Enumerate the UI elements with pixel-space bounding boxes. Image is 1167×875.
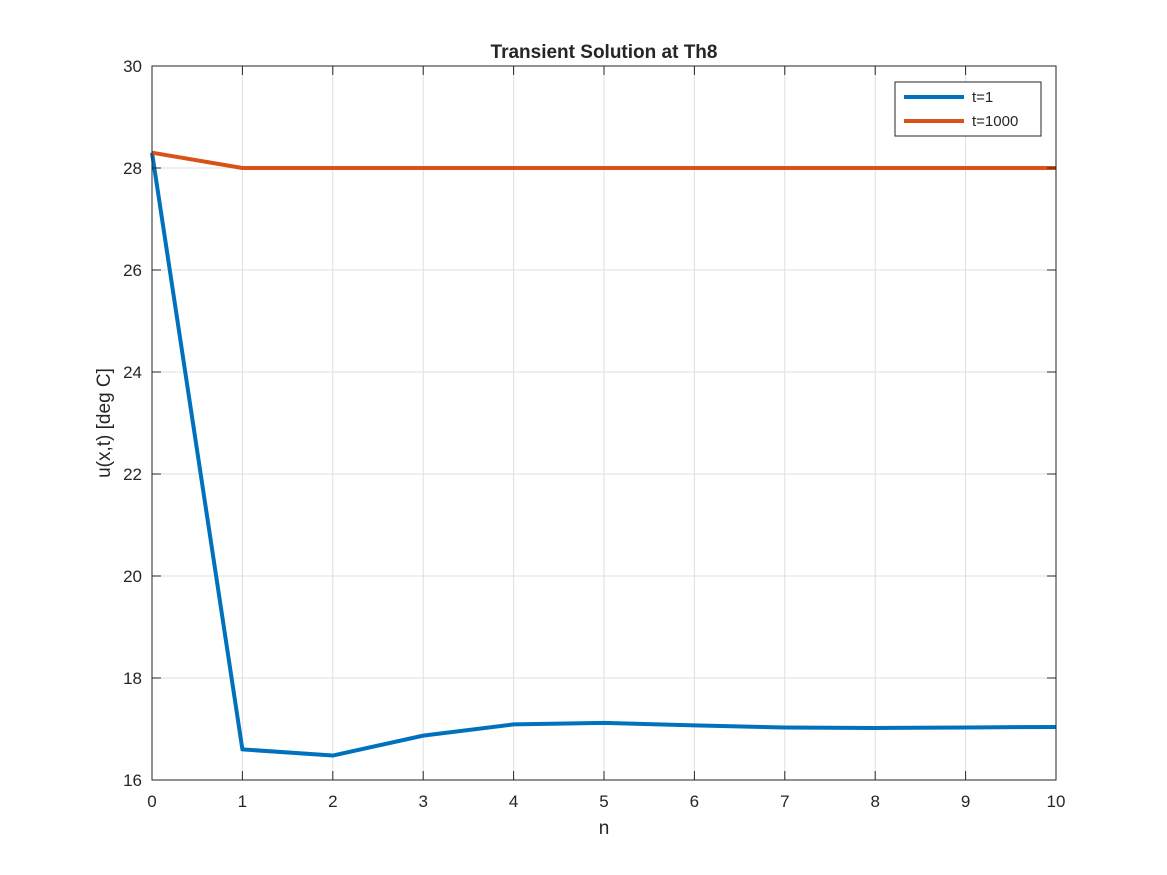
legend-label-t1000: t=1000 bbox=[972, 113, 1018, 130]
legend: t=1 t=1000 bbox=[894, 81, 1042, 137]
x-tick-label: 10 bbox=[1047, 792, 1066, 811]
y-tick-label: 18 bbox=[123, 669, 142, 688]
x-tick-label: 4 bbox=[509, 792, 518, 811]
series-lines bbox=[150, 150, 1057, 758]
series-line-t-1 bbox=[150, 152, 1057, 758]
chart-title: Transient Solution at Th8 bbox=[491, 42, 718, 63]
x-axis-label: n bbox=[599, 818, 610, 839]
y-tick-label: 26 bbox=[123, 261, 142, 280]
y-tick-label: 28 bbox=[123, 159, 142, 178]
series-line-t-1000 bbox=[151, 150, 1056, 170]
x-tick-label: 1 bbox=[238, 792, 247, 811]
legend-box bbox=[894, 81, 1042, 137]
x-tick-label: 5 bbox=[599, 792, 608, 811]
x-tick-label: 3 bbox=[418, 792, 427, 811]
y-tick-label: 24 bbox=[123, 363, 142, 382]
x-tick-label: 6 bbox=[690, 792, 699, 811]
legend-label-t1: t=1 bbox=[972, 89, 993, 106]
y-tick-label: 20 bbox=[123, 567, 142, 586]
x-tick-label: 2 bbox=[328, 792, 337, 811]
y-axis-label: u(x,t) [deg C] bbox=[94, 368, 115, 478]
x-tick-label: 9 bbox=[961, 792, 970, 811]
x-tick-label: 7 bbox=[780, 792, 789, 811]
y-tick-label: 16 bbox=[123, 771, 142, 790]
axis-ticks: 0 1 2 3 4 5 6 7 8 9 10 16 18 20 22 24 26 28 30 bbox=[123, 57, 1065, 811]
y-tick-label: 22 bbox=[123, 465, 142, 484]
y-tick-label: 30 bbox=[123, 57, 142, 76]
x-tick-label: 8 bbox=[870, 792, 879, 811]
x-tick-label: 0 bbox=[147, 792, 156, 811]
